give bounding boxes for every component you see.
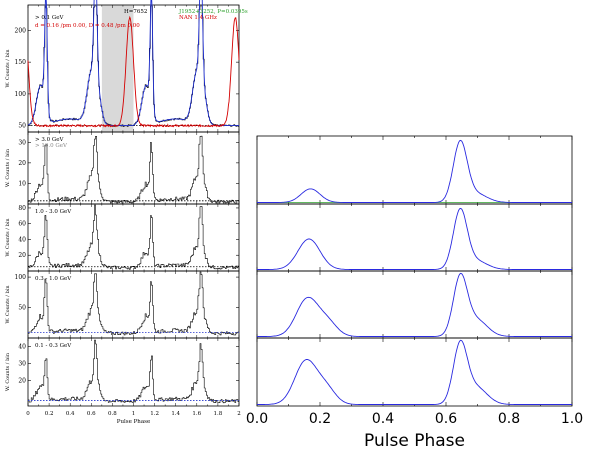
y-axis-label: W. Counts / bin [5, 148, 11, 187]
y-tick-label: 80 [18, 205, 26, 212]
lightcurve-histogram [28, 271, 239, 336]
x-tick-label: 0.6 [87, 411, 96, 417]
x-tick-label: 1.2 [150, 411, 159, 417]
right-panel-2 [256, 203, 573, 272]
right-panel-frame [256, 135, 573, 205]
pulse-profile-curve [257, 207, 572, 270]
x-tick-label: 1 [132, 411, 136, 417]
right-panel-frame [256, 270, 573, 339]
panel-annotation: H=7652 [124, 9, 147, 15]
panel-annotation: > 10.0 GeV [35, 143, 68, 149]
x-tick-label: 0.4 [372, 411, 394, 427]
y-tick-label: 30 [18, 361, 26, 368]
radio-profile-curve [27, 15, 240, 128]
left-panel-3: 20 40 60 80 W. Counts / bin 1.0 - 3.0 GeV [5, 203, 240, 272]
y-tick-label: 200 [15, 27, 27, 34]
y-tick-label: 20 [18, 378, 26, 385]
y-tick-label: 10 [18, 180, 26, 187]
y-tick-label: 50 [18, 305, 26, 312]
lightcurve-histogram [28, 135, 239, 204]
panel-annotation: 0.3 - 1.0 GeV [35, 276, 72, 282]
x-axis-label: Pulse Phase [364, 431, 465, 451]
right-panel-frame [256, 203, 573, 272]
y-axis-label: W. Counts / bin [5, 49, 11, 88]
y-tick-label: 60 [18, 221, 26, 228]
x-tick-label: 0.0 [246, 411, 268, 427]
lightcurve-histogram [28, 339, 239, 404]
right-panel-4 [256, 337, 573, 407]
panel-annotation: > 0.1 GeV [35, 15, 65, 21]
panel-annotation: 0.1 - 0.3 GeV [35, 343, 72, 349]
x-tick-label: 0.8 [108, 411, 117, 417]
pulse-profile-curve [257, 139, 572, 203]
x-tick-label: 1.6 [192, 411, 201, 417]
x-tick-label: 1.4 [171, 411, 180, 417]
right-panel-stack: 0.0 0.2 0.4 0.6 0.8 1.0 Pulse Phase [246, 135, 583, 451]
panel-annotation: NAN 1.4 GHz [179, 15, 217, 21]
y-axis-label: W. Counts / bin [5, 352, 11, 391]
left-panel-4: 50 100 W. Counts / bin 0.3 - 1.0 GeV [5, 270, 240, 339]
gamma-model-curve [27, 0, 240, 127]
x-tick-label: 1.8 [214, 411, 223, 417]
x-tick-label: 0.2 [309, 411, 331, 427]
panel-annotation: J1952+3252, P=0.0395s [178, 9, 248, 15]
left-panel-5: 20 30 40 W. Counts / bin 0.1 - 0.3 GeV 0 0.2 0.… [5, 337, 241, 425]
y-tick-label: 20 [18, 160, 26, 167]
x-tick-label: 0.6 [435, 411, 457, 427]
y-tick-label: 20 [18, 252, 26, 259]
y-axis-label: W. Counts / bin [5, 285, 11, 324]
x-tick-label: 0.4 [66, 411, 75, 417]
y-tick-label: 150 [15, 59, 27, 66]
right-panel-3 [256, 270, 573, 339]
right-panel-1 [256, 135, 573, 205]
y-tick-label: 40 [18, 344, 26, 351]
y-tick-label: 100 [15, 91, 27, 98]
y-axis-label: W. Counts / bin [5, 218, 11, 257]
right-panel-frame [256, 337, 573, 407]
x-tick-label: 0 [26, 411, 30, 417]
x-tick-label: 0.2 [45, 411, 54, 417]
panel-annotation: > 3.0 GeV [35, 137, 65, 143]
y-tick-label: 50 [18, 123, 26, 130]
panel-annotation: 1.0 - 3.0 GeV [35, 209, 72, 215]
x-tick-label: 2 [237, 411, 241, 417]
x-tick-label: 1.0 [561, 411, 583, 427]
left-panel-1: 50 100 150 200 W. Counts / bin > 0.1 GeV d = 0… [5, 0, 248, 133]
panel-annotation: d = 0.16 /pm 0.00, D = 0.48 /pm 0.00 [35, 23, 140, 29]
pulse-profile-curve [257, 272, 572, 337]
x-tick-label: 0.8 [498, 411, 520, 427]
x-axis-label: Pulse Phase [117, 419, 150, 425]
pulse-profile-curve [257, 339, 572, 405]
y-tick-label: 30 [18, 139, 26, 146]
lightcurve-histogram [28, 204, 239, 270]
left-panel-2: 10 20 30 W. Counts / bin > 3.0 GeV> 10.0 GeV [5, 131, 240, 205]
y-tick-label: 100 [15, 274, 27, 281]
y-tick-label: 40 [18, 236, 26, 243]
